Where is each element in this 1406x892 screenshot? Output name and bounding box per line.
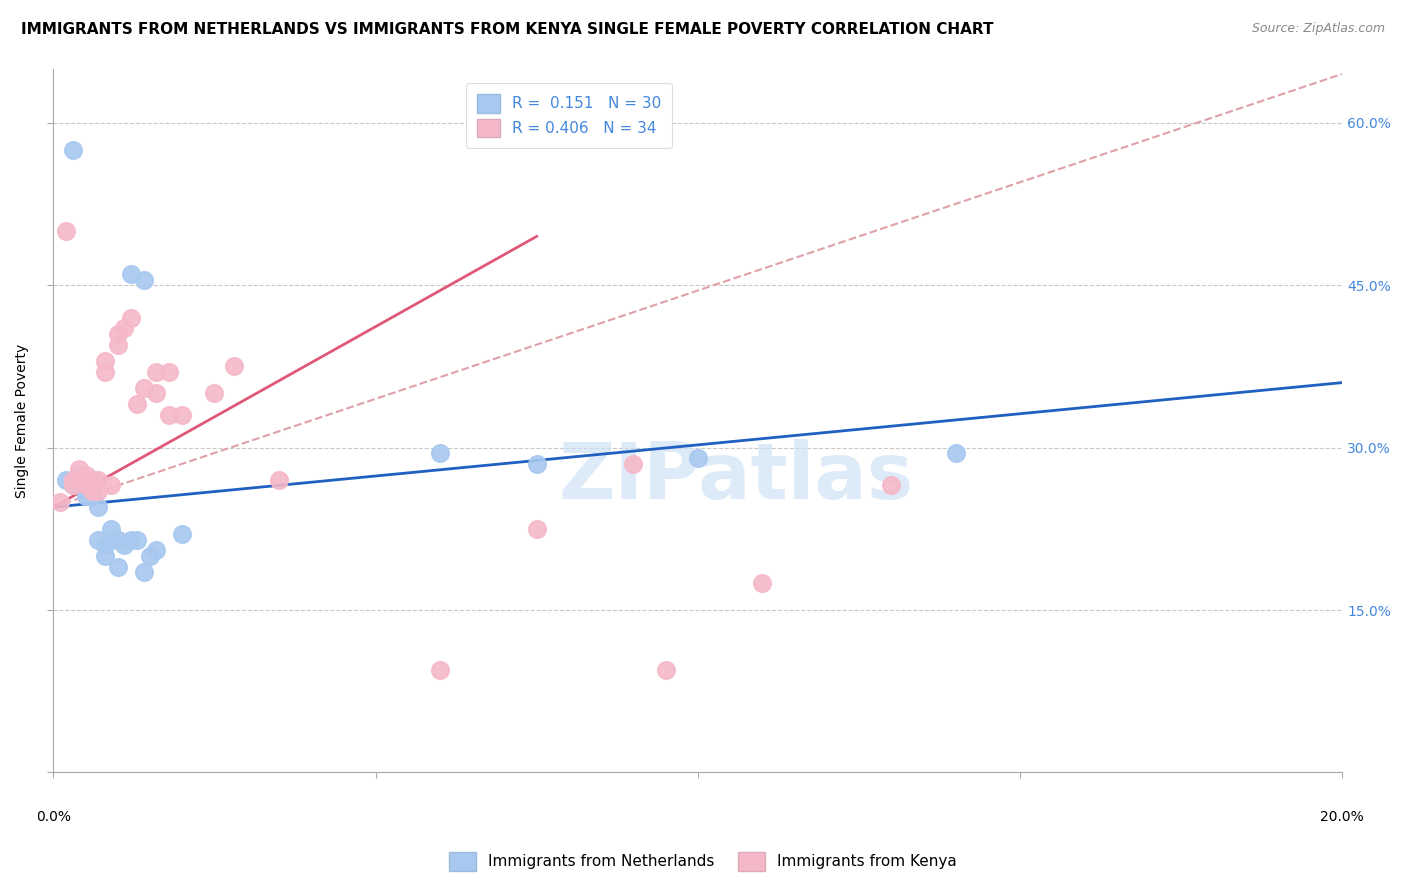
- Point: [112, 321, 135, 335]
- Point: [120, 310, 142, 325]
- Point: [67, 467, 90, 482]
- Point: [157, 408, 180, 422]
- Point: [67, 462, 90, 476]
- Point: [945, 446, 967, 460]
- Point: [100, 533, 122, 547]
- Point: [67, 473, 90, 487]
- Point: [62, 478, 84, 492]
- Point: [127, 397, 149, 411]
- Point: [120, 533, 142, 547]
- Point: [107, 326, 129, 341]
- Point: [120, 268, 142, 282]
- Point: [75, 467, 97, 482]
- Point: [172, 527, 194, 541]
- Point: [132, 381, 155, 395]
- Point: [145, 386, 167, 401]
- Point: [87, 500, 110, 515]
- Point: [62, 478, 84, 492]
- Y-axis label: Single Female Poverty: Single Female Poverty: [15, 343, 30, 498]
- Point: [94, 354, 117, 368]
- Text: 20.0%: 20.0%: [1320, 811, 1364, 824]
- Text: 0.0%: 0.0%: [35, 811, 70, 824]
- Point: [87, 483, 110, 498]
- Point: [686, 451, 709, 466]
- Point: [75, 489, 97, 503]
- Point: [654, 663, 676, 677]
- Point: [94, 549, 117, 563]
- Point: [267, 473, 290, 487]
- Point: [94, 365, 117, 379]
- Point: [87, 473, 110, 487]
- Point: [222, 359, 245, 374]
- Point: [100, 522, 122, 536]
- Point: [55, 224, 77, 238]
- Point: [62, 143, 84, 157]
- Point: [526, 522, 548, 536]
- Legend: R =  0.151   N = 30, R = 0.406   N = 34: R = 0.151 N = 30, R = 0.406 N = 34: [465, 83, 672, 148]
- Point: [107, 533, 129, 547]
- Point: [48, 494, 70, 508]
- Text: ZIPatlas: ZIPatlas: [560, 439, 914, 515]
- Text: IMMIGRANTS FROM NETHERLANDS VS IMMIGRANTS FROM KENYA SINGLE FEMALE POVERTY CORRE: IMMIGRANTS FROM NETHERLANDS VS IMMIGRANT…: [21, 22, 994, 37]
- Point: [145, 365, 167, 379]
- Point: [139, 549, 162, 563]
- Point: [751, 576, 773, 591]
- Point: [145, 543, 167, 558]
- Point: [127, 533, 149, 547]
- Point: [157, 365, 180, 379]
- Point: [429, 663, 451, 677]
- Point: [87, 533, 110, 547]
- Point: [80, 473, 103, 487]
- Point: [80, 483, 103, 498]
- Point: [429, 446, 451, 460]
- Point: [204, 386, 226, 401]
- Point: [621, 457, 644, 471]
- Point: [100, 478, 122, 492]
- Legend: Immigrants from Netherlands, Immigrants from Kenya: Immigrants from Netherlands, Immigrants …: [440, 843, 966, 880]
- Point: [80, 473, 103, 487]
- Text: Source: ZipAtlas.com: Source: ZipAtlas.com: [1251, 22, 1385, 36]
- Point: [880, 478, 903, 492]
- Point: [132, 273, 155, 287]
- Point: [75, 483, 97, 498]
- Point: [62, 473, 84, 487]
- Point: [132, 565, 155, 579]
- Point: [107, 559, 129, 574]
- Point: [94, 538, 117, 552]
- Point: [55, 473, 77, 487]
- Point: [526, 457, 548, 471]
- Point: [112, 538, 135, 552]
- Point: [172, 408, 194, 422]
- Point: [80, 489, 103, 503]
- Point: [107, 337, 129, 351]
- Point: [75, 478, 97, 492]
